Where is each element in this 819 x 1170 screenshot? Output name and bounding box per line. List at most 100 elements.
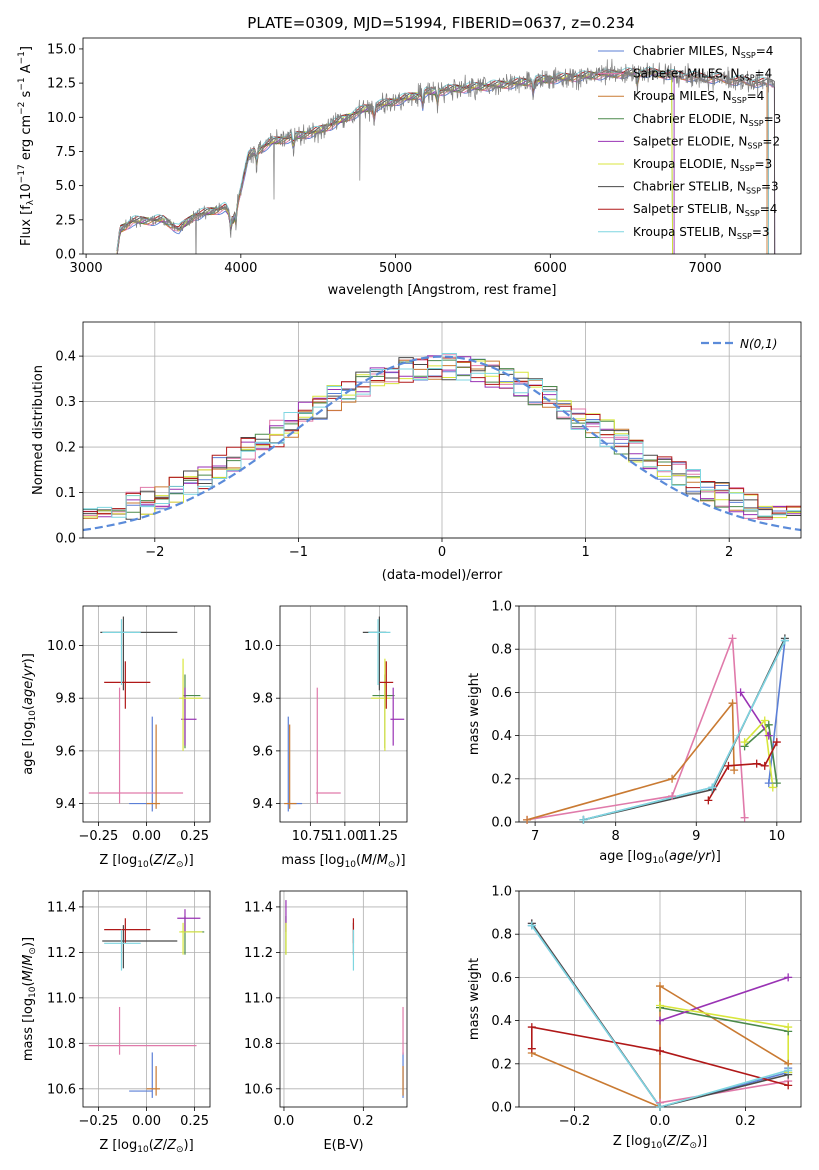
mass-weight-line: [531, 984, 789, 1107]
x-axis-label: Z [log10(Z/Z⊙)]: [99, 1138, 193, 1155]
mass-weight-line: [659, 1006, 789, 1033]
x-tick-label: 10.75: [292, 829, 329, 844]
plot-area-massweight-vs-age: [526, 638, 786, 821]
axes-frame: [82, 321, 802, 539]
mass-weight-marker: [656, 982, 664, 991]
x-tick-label: 3000: [70, 261, 103, 276]
y-tick-label: 1.0: [491, 600, 512, 615]
mass-weight-line: [531, 925, 789, 1107]
mass-weight-marker: [784, 1066, 793, 1075]
mass-weight-marker: [772, 738, 781, 747]
mass-weight-marker: [780, 636, 789, 645]
y-tick-label: 5.0: [55, 179, 76, 194]
x-tick-label: 0.00: [132, 829, 161, 844]
axes-age-vs-Z: −0.25 0.00 0.25 9.4 9.6 9.8 10.0 Z [log10(Z/Z⊙)…: [21, 605, 211, 870]
mass-weight-marker: [772, 779, 781, 788]
x-tick-label: 8: [612, 829, 620, 844]
y-tick-label: 10.8: [47, 1037, 76, 1052]
y-tick-label: 0.2: [491, 772, 512, 787]
legend-entry: Kroupa STELIB, NSSP=3: [633, 225, 770, 241]
x-tick-label: 10: [769, 829, 786, 844]
legend-entry: N(0,1): [740, 337, 777, 351]
axes-spectrum: 3000 4000 5000 6000 7000 0.0 2.5 5.0 7.5 10.0 12.5…: [17, 37, 802, 298]
y-tick-label: 11.2: [244, 946, 273, 961]
x-tick-label: 11.00: [326, 829, 363, 844]
y-tick-label: 0.2: [55, 441, 76, 456]
y-tick-label: 0.4: [491, 729, 512, 744]
x-tick-label: 11.25: [361, 829, 398, 844]
x-tick-label: −0.25: [78, 829, 118, 844]
x-axis-label: Z [log10(Z/Z⊙)]: [613, 1134, 707, 1151]
y-axis-label: Flux [fλ10−17 erg cm−2 s−1 A−1]: [17, 46, 36, 246]
y-tick-label: 0.0: [491, 816, 512, 831]
y-tick-label: 0.8: [491, 928, 512, 943]
y-tick-label: 0.4: [55, 350, 76, 365]
y-tick-label: 0.3: [55, 395, 76, 410]
mass-weight-marker: [740, 738, 749, 747]
mass-weight-marker: [656, 1103, 664, 1111]
mass-weight-marker: [764, 779, 773, 788]
x-tick-label: 2: [725, 545, 733, 560]
plot-area-age-vs-mass: [284, 616, 405, 812]
y-axis-label: mass weight: [467, 673, 482, 755]
mass-weight-marker: [728, 699, 737, 708]
y-tick-label: 0.6: [491, 686, 512, 701]
x-tick-label: 0.0: [650, 1114, 671, 1129]
y-axis-label: Normed distribution: [31, 365, 46, 495]
legend-entry: Salpeter MILES, NSSP=4: [633, 67, 772, 83]
x-tick-label: −0.25: [78, 1114, 118, 1129]
y-tick-label: 11.0: [47, 991, 76, 1006]
mass-weight-marker: [760, 761, 769, 770]
mass-weight-marker: [704, 796, 713, 805]
legend-entry: Chabrier STELIB, NSSP=3: [633, 180, 779, 196]
y-tick-label: 0.4: [491, 1014, 512, 1029]
y-tick-label: 10.0: [47, 639, 76, 654]
x-tick-label: 0.2: [353, 1114, 374, 1129]
y-axis-label: age [log10(age/yr)]: [21, 653, 38, 775]
mass-weight-marker: [784, 1023, 793, 1032]
mass-weight-marker: [656, 1046, 664, 1055]
y-tick-label: 0.0: [55, 248, 76, 263]
y-tick-label: 11.4: [47, 900, 76, 915]
normal-curve: [83, 355, 801, 532]
mass-weight-marker: [736, 688, 745, 697]
mass-weight-line: [744, 718, 774, 788]
mass-weight-marker: [764, 731, 773, 740]
axes-residuals: −2 −1 0 1 2 0.0 0.1 0.2 0.3 0.4 N(0,1) (data-model)…: [31, 321, 802, 583]
mass-weight-line: [526, 700, 735, 821]
plot-area-residuals: [83, 353, 801, 532]
x-tick-label: 7000: [689, 261, 722, 276]
x-axis-label: (data-model)/error: [382, 568, 503, 583]
axes-massweight-vs-Z: −0.2 0.0 0.2 0.0 0.2 0.4 0.6 0.8 1.0 Z [log10(Z/Z…: [467, 885, 802, 1151]
axes-frame: [82, 890, 211, 1108]
residual-histogram: [83, 353, 801, 518]
x-tick-label: 6000: [534, 261, 567, 276]
y-tick-label: 10.6: [47, 1082, 76, 1097]
axes-mass-vs-Z: −0.25 0.00 0.25 10.6 10.8 11.0 11.2 11.4 Z [log1…: [21, 890, 211, 1155]
y-tick-label: 9.4: [55, 797, 76, 812]
x-tick-label: −0.2: [559, 1114, 591, 1129]
legend-entry: Kroupa ELODIE, NSSP=3: [633, 157, 772, 173]
mass-weight-line: [739, 691, 770, 737]
x-tick-label: −2: [145, 545, 164, 560]
mass-weight-marker: [527, 1023, 536, 1032]
mass-weight-marker: [728, 634, 737, 643]
y-tick-label: 0.1: [55, 486, 76, 501]
y-tick-label: 0.0: [491, 1101, 512, 1116]
mass-weight-line: [531, 922, 789, 1107]
mass-weight-marker: [523, 815, 532, 824]
x-tick-label: 0.0: [274, 1114, 295, 1129]
mass-weight-line: [531, 1026, 789, 1087]
mass-weight-marker: [760, 716, 769, 725]
x-tick-label: 0: [438, 545, 446, 560]
x-axis-label: age [log10(age/yr)]: [599, 849, 721, 866]
mass-weight-marker: [656, 1016, 664, 1025]
y-tick-label: 0.2: [491, 1057, 512, 1072]
x-axis-label: mass [log10(M/M⊙)]: [281, 853, 405, 870]
axes-mass-vs-EBV: 0.0 0.2 10.6 10.8 11.0 11.2 11.4 E(B-V): [244, 890, 408, 1153]
x-tick-label: 4000: [224, 261, 257, 276]
plot-area-age-vs-Z: [88, 616, 203, 812]
mass-weight-marker: [668, 792, 677, 801]
observed-spectrum: [116, 58, 775, 254]
